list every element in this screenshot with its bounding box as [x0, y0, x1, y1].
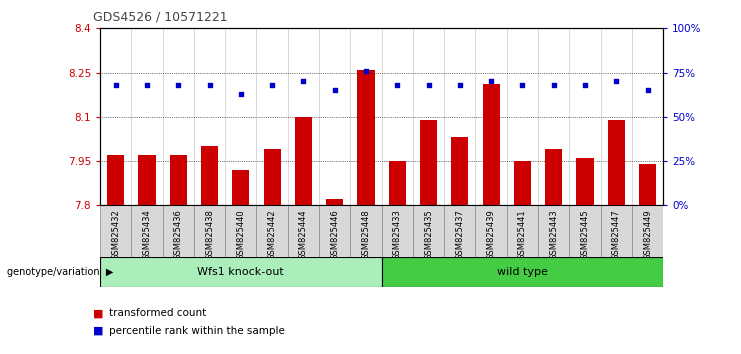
Text: transformed count: transformed count [109, 308, 206, 318]
Text: GSM825443: GSM825443 [549, 210, 558, 260]
Point [579, 82, 591, 88]
Text: genotype/variation  ▶: genotype/variation ▶ [7, 267, 114, 277]
Bar [170, 155, 187, 205]
Bar [639, 164, 657, 205]
Point [110, 82, 122, 88]
Text: GSM825448: GSM825448 [362, 210, 370, 260]
Bar [632, 205, 663, 257]
Bar [288, 205, 319, 257]
Point [204, 82, 216, 88]
Bar [601, 205, 632, 257]
Point [266, 82, 278, 88]
Text: wild type: wild type [497, 267, 548, 277]
Bar [451, 137, 468, 205]
Text: GSM825438: GSM825438 [205, 210, 214, 260]
Text: GSM825446: GSM825446 [330, 210, 339, 260]
Text: GSM825434: GSM825434 [142, 210, 151, 260]
Text: GSM825432: GSM825432 [111, 210, 120, 260]
Bar [264, 149, 281, 205]
Text: GSM825442: GSM825442 [268, 210, 276, 260]
Bar [389, 161, 406, 205]
Text: GDS4526 / 10571221: GDS4526 / 10571221 [93, 11, 227, 24]
Bar [507, 205, 538, 257]
Point [173, 82, 185, 88]
Bar [100, 205, 131, 257]
Bar [538, 205, 569, 257]
Point [297, 79, 309, 84]
Text: GSM825449: GSM825449 [643, 210, 652, 260]
Bar [476, 205, 507, 257]
Bar [232, 170, 250, 205]
Text: GSM825440: GSM825440 [236, 210, 245, 260]
Bar [319, 205, 350, 257]
Bar [382, 257, 663, 287]
Text: GSM825447: GSM825447 [612, 210, 621, 260]
Point [422, 82, 434, 88]
Text: GSM825435: GSM825435 [424, 210, 433, 260]
Bar [545, 149, 562, 205]
Point [642, 87, 654, 93]
Bar [131, 205, 162, 257]
Bar [225, 205, 256, 257]
Point [516, 82, 528, 88]
Point [485, 79, 497, 84]
Bar [100, 257, 382, 287]
Bar [107, 155, 124, 205]
Point [235, 91, 247, 97]
Text: GSM825437: GSM825437 [455, 210, 465, 260]
Text: GSM825445: GSM825445 [580, 210, 590, 260]
Point [391, 82, 403, 88]
Bar [326, 199, 343, 205]
Bar [569, 205, 601, 257]
Bar [444, 205, 476, 257]
Point [548, 82, 559, 88]
Text: ■: ■ [93, 326, 103, 336]
Point [360, 68, 372, 74]
Bar [201, 146, 218, 205]
Text: GSM825441: GSM825441 [518, 210, 527, 260]
Point [141, 82, 153, 88]
Text: GSM825439: GSM825439 [487, 210, 496, 260]
Point [611, 79, 622, 84]
Bar [295, 117, 312, 205]
Bar [162, 205, 194, 257]
Bar [357, 70, 375, 205]
Point [329, 87, 341, 93]
Bar [256, 205, 288, 257]
Bar [420, 120, 437, 205]
Text: percentile rank within the sample: percentile rank within the sample [109, 326, 285, 336]
Bar [482, 84, 499, 205]
Bar [413, 205, 444, 257]
Text: GSM825433: GSM825433 [393, 210, 402, 260]
Bar [576, 158, 594, 205]
Text: GSM825436: GSM825436 [173, 210, 183, 260]
Text: Wfs1 knock-out: Wfs1 knock-out [197, 267, 285, 277]
Bar [608, 120, 625, 205]
Bar [350, 205, 382, 257]
Bar [382, 205, 413, 257]
Bar [139, 155, 156, 205]
Point [454, 82, 466, 88]
Bar [194, 205, 225, 257]
Bar [514, 161, 531, 205]
Text: GSM825444: GSM825444 [299, 210, 308, 260]
Text: ■: ■ [93, 308, 103, 318]
